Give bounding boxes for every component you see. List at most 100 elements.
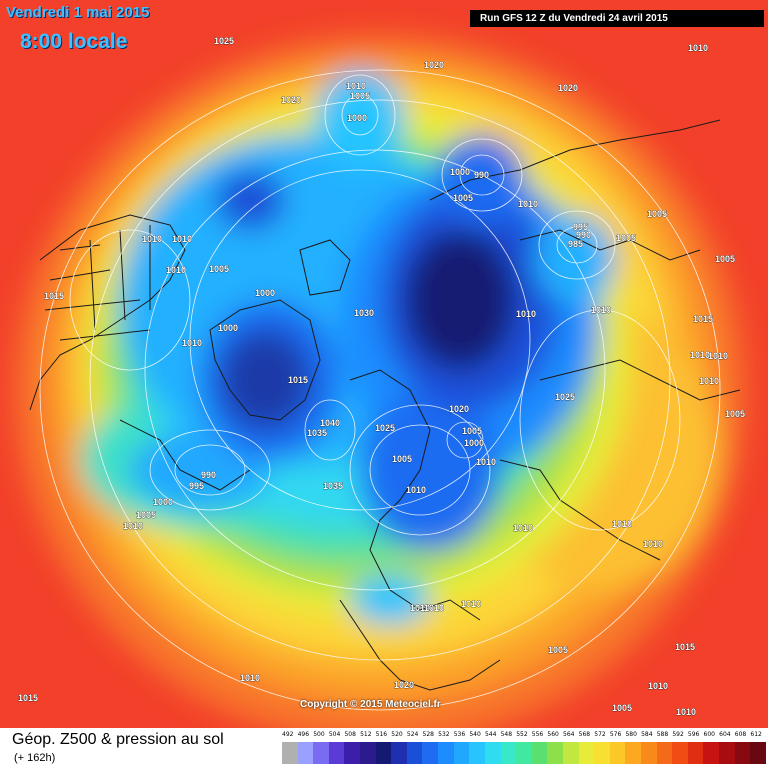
scale-swatch	[282, 742, 298, 764]
scale-label: 536	[453, 731, 466, 738]
scale-label: 604	[719, 731, 731, 738]
scale-label: 592	[672, 731, 684, 738]
scale-label: 588	[656, 731, 669, 738]
scale-label: 508	[344, 731, 356, 738]
scale-swatch	[500, 742, 517, 764]
isobar-label: 1010	[182, 338, 202, 348]
scale-label: 596	[687, 731, 700, 738]
isobar-label: 1010	[643, 539, 663, 549]
isobar-label: 1020	[449, 404, 469, 414]
isobar-label: 1035	[323, 481, 343, 491]
scale-swatch	[594, 742, 610, 764]
isobar-label: 1015	[44, 291, 64, 301]
isobar-label: 1010	[688, 43, 708, 53]
isobar-label: 1005	[392, 454, 412, 464]
scale-swatch	[625, 742, 642, 764]
isobar-label: 1000	[255, 288, 275, 298]
scale-label: 528	[422, 731, 434, 738]
coastlines	[29, 119, 741, 691]
scale-swatch	[406, 742, 423, 764]
scale-swatch	[422, 742, 439, 764]
color-scale	[282, 742, 766, 764]
isobar-label: 1010	[346, 81, 366, 91]
isobar-label: 1015	[693, 314, 713, 324]
isobar-label: 1005	[715, 254, 735, 264]
isobar-label: 1025	[375, 423, 395, 433]
scale-swatch	[578, 742, 595, 764]
scale-label: 608	[734, 731, 747, 738]
scale-swatch	[750, 742, 766, 764]
isobar-label: 1020	[424, 60, 444, 70]
isobar-label: 1030	[354, 308, 374, 318]
scale-swatch	[438, 742, 454, 764]
weather-map: 1025 1020 1020 1020 1010 1010 1005 1000 …	[15, 35, 746, 728]
valid-date: Vendredi 1 mai 2015	[6, 4, 150, 21]
scale-swatch	[531, 742, 548, 764]
scale-label: 500	[313, 731, 325, 738]
scale-label: 504	[328, 731, 341, 738]
isobar-label: 1010	[648, 681, 668, 691]
isobar-label: 1010	[406, 485, 426, 495]
scale-label: 600	[703, 731, 715, 738]
isobar-label: 1000	[218, 323, 238, 333]
scale-label: 512	[360, 731, 372, 738]
isobar-label: 1005	[462, 426, 482, 436]
legend-panel: Géop. Z500 & pression au sol (+ 162h) 49…	[0, 728, 768, 768]
scale-swatch	[297, 742, 314, 764]
isobar-label: 1025	[214, 36, 234, 46]
isobar-label: 1010	[461, 599, 481, 609]
isobar-label: 1010	[591, 305, 611, 315]
scale-swatch	[469, 742, 485, 764]
z500-field	[15, 35, 745, 728]
scale-label: 552	[516, 731, 528, 738]
isobar-label: 1005	[350, 91, 370, 101]
isobar-label: 1010	[676, 707, 696, 717]
isobar-label: 1010	[690, 350, 710, 360]
scale-label: 496	[297, 731, 310, 738]
scale-label: 576	[609, 731, 622, 738]
isobar-label: 1020	[281, 95, 301, 105]
scale-label: 556	[531, 731, 544, 738]
isobar-label: 1010	[172, 234, 192, 244]
scale-label: 524	[406, 731, 419, 738]
isobar-label: 1010	[612, 519, 632, 529]
scale-swatch	[656, 742, 673, 764]
scale-label: 492	[282, 731, 294, 738]
isobar-label: 1005	[548, 645, 568, 655]
scale-swatch	[609, 742, 626, 764]
isobar-label: 1010	[166, 265, 186, 275]
isobar-label: 1005	[612, 703, 632, 713]
scale-label: 584	[641, 731, 653, 738]
isobar-label: 990	[474, 170, 489, 180]
scale-label: 544	[484, 731, 497, 738]
isobar-label: 1025	[555, 392, 575, 402]
isobar-label: 1000	[450, 167, 470, 177]
isobar-label: 1020	[394, 680, 414, 690]
isobar-label: 1005	[725, 409, 745, 419]
isobar-label: 1010	[142, 234, 162, 244]
isobar-label: 1005	[647, 209, 667, 219]
isobar-label: 1015	[18, 693, 38, 703]
copyright: Copyright © 2015 Meteociel.fr	[300, 699, 441, 710]
isobar-label: 1000	[347, 113, 367, 123]
scale-swatch	[484, 742, 501, 764]
scale-label: 520	[391, 731, 403, 738]
isobar-label: 1010	[516, 309, 536, 319]
isobar-label: 1010	[424, 603, 444, 613]
scale-label: 612	[750, 731, 762, 738]
scale-label: 564	[563, 731, 575, 738]
valid-time: 8:00 locale	[20, 30, 128, 53]
isobar-label: 1010	[476, 457, 496, 467]
isobars	[39, 69, 721, 711]
scale-label: 540	[469, 731, 481, 738]
isobar-label: 1005	[209, 264, 229, 274]
isobar-label: 1005	[453, 193, 473, 203]
isobar-label: 1010	[518, 199, 538, 209]
scale-swatch	[344, 742, 361, 764]
scale-swatch	[453, 742, 470, 764]
isobar-label: 1035	[307, 428, 327, 438]
scale-swatch	[328, 742, 345, 764]
scale-swatch	[703, 742, 720, 764]
scale-swatch	[562, 742, 579, 764]
isobar-label: 1015	[288, 375, 308, 385]
